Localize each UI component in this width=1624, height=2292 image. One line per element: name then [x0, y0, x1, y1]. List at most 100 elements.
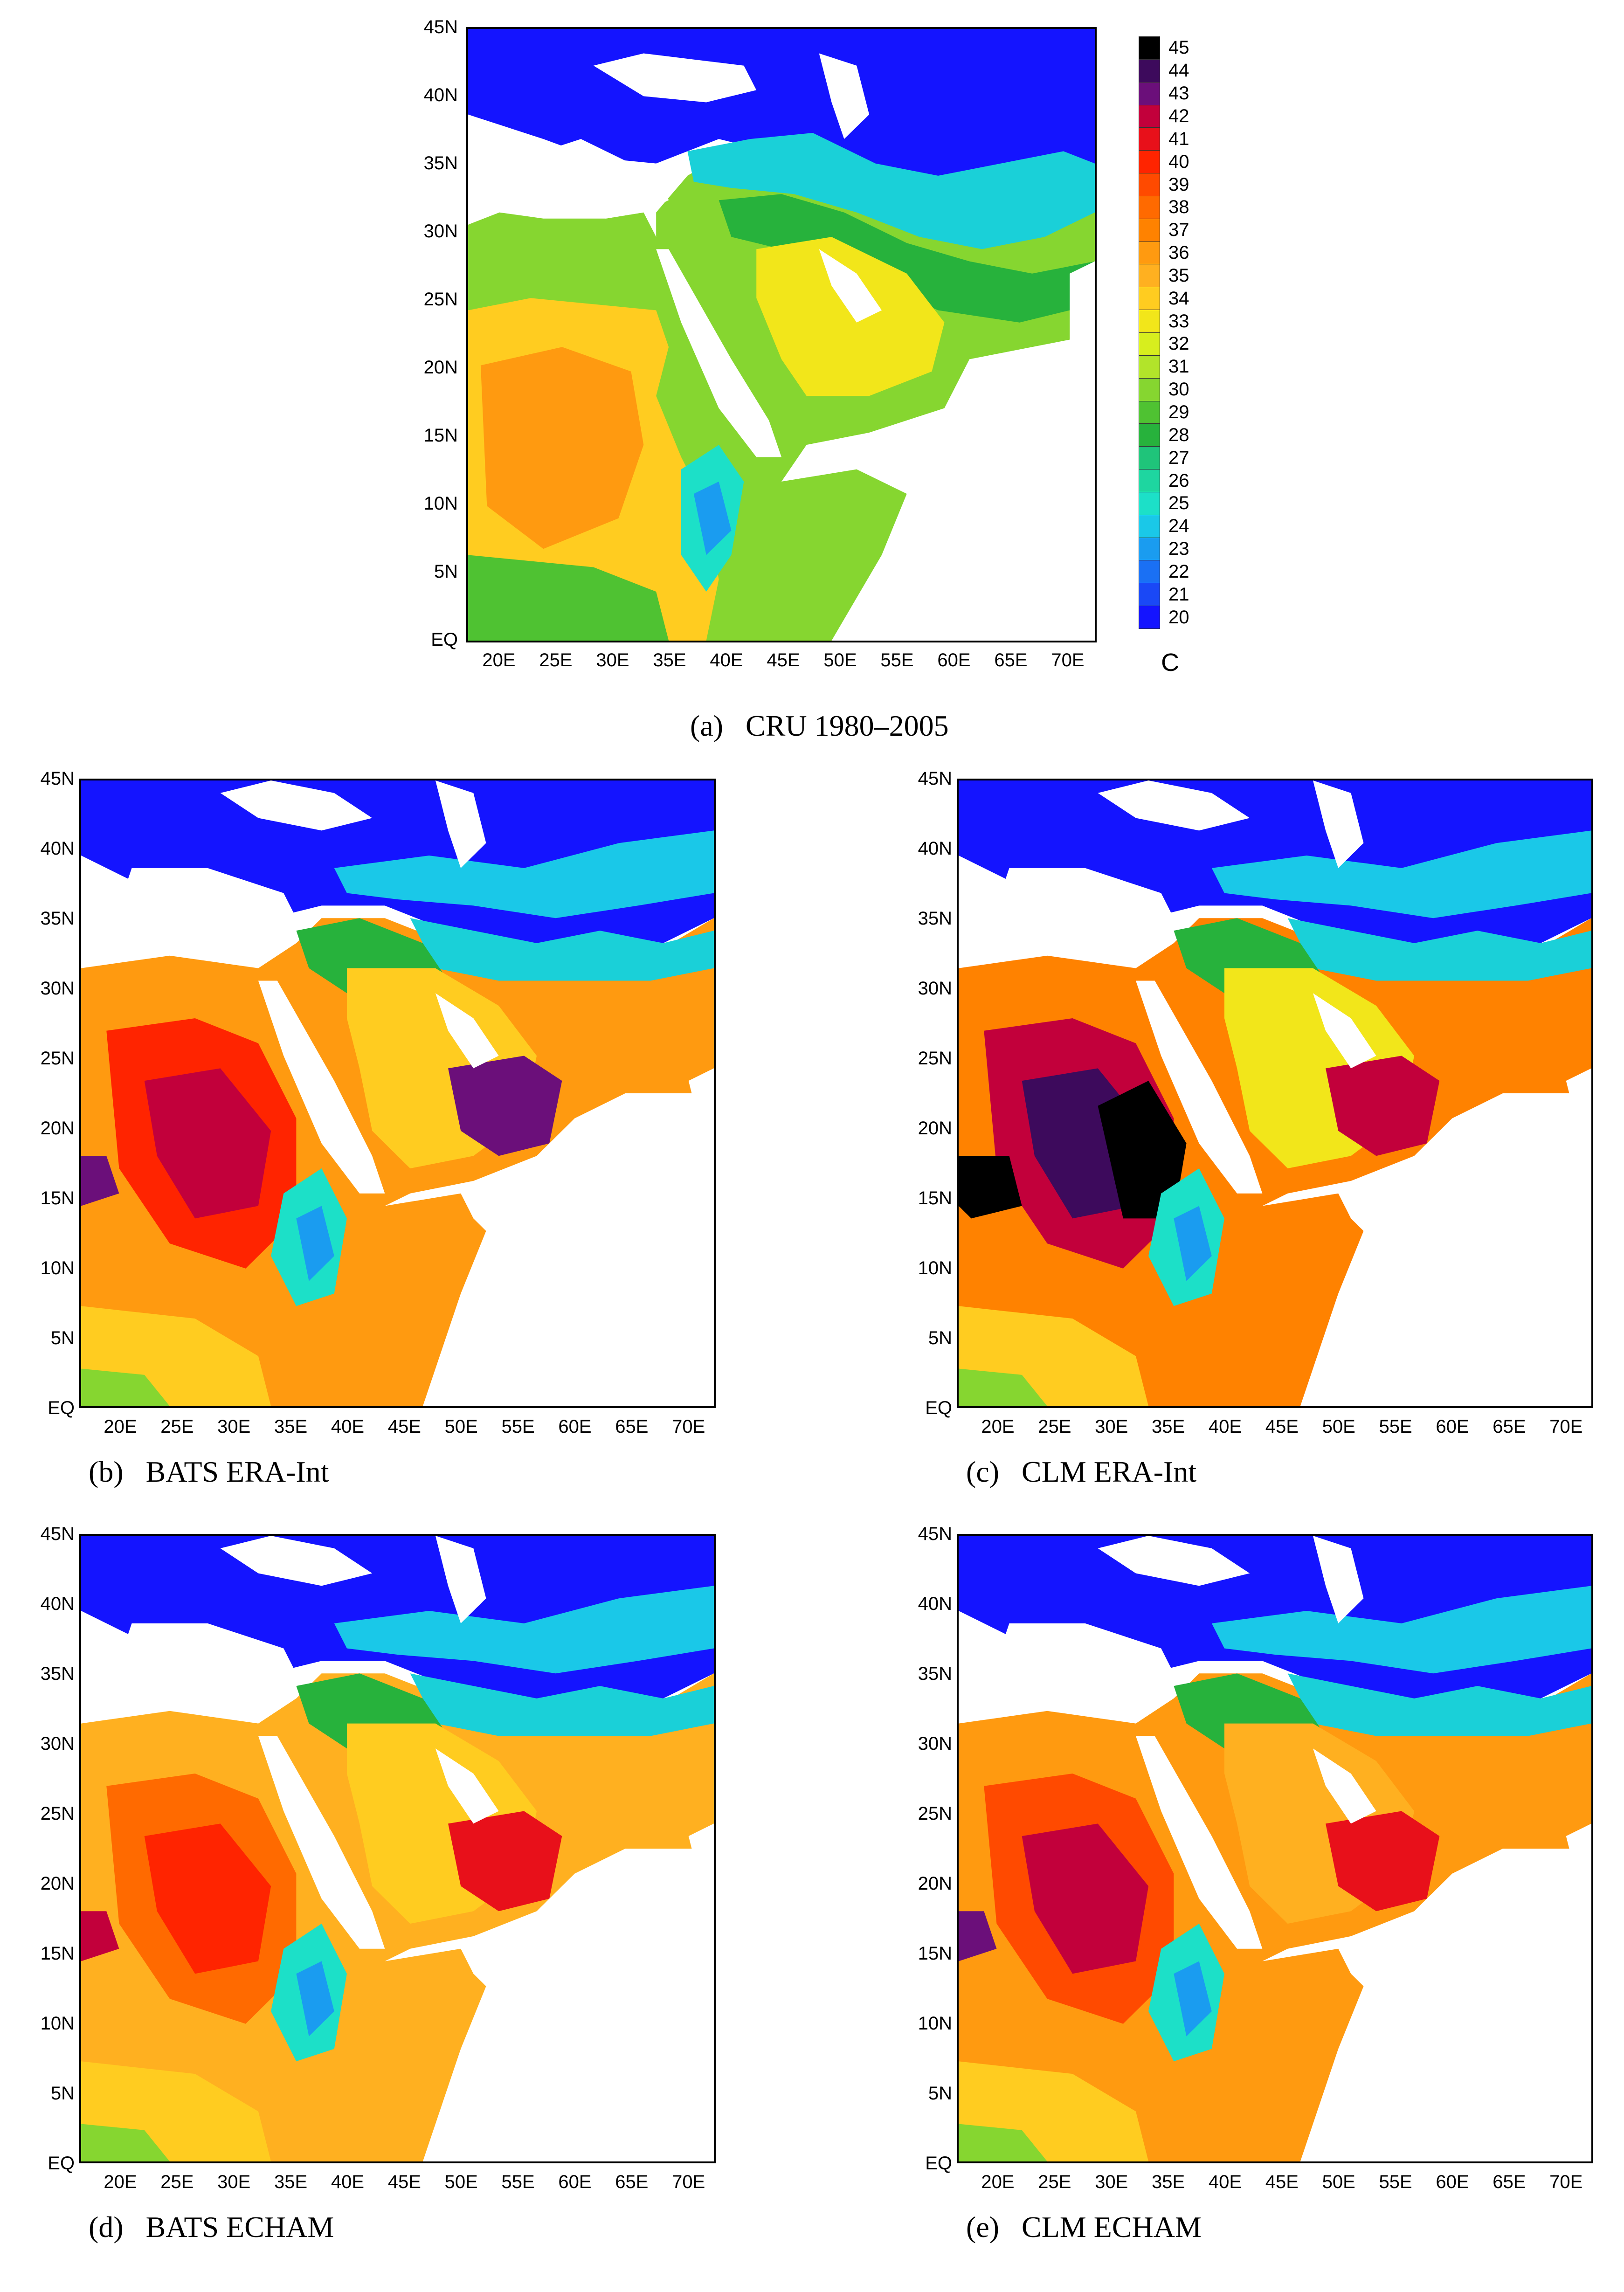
colorbar-swatch	[1139, 491, 1160, 515]
colorbar-label: 29	[1168, 401, 1189, 422]
lon-label: 60E	[558, 2172, 592, 2192]
lat-label: 5N	[50, 2083, 75, 2104]
colorbar-swatch	[1139, 36, 1160, 60]
lat-label: 45N	[40, 1524, 75, 1544]
lon-label: 30E	[217, 2172, 251, 2192]
colorbar-swatch	[1139, 378, 1160, 401]
lat-label: 20N	[40, 1873, 75, 1894]
colorbar-swatch	[1139, 218, 1160, 242]
lat-label: 45N	[918, 768, 952, 789]
lat-label: 10N	[40, 2013, 75, 2034]
lon-label: 45E	[1265, 2172, 1299, 2192]
colorbar-label: 39	[1168, 174, 1189, 195]
lat-label: 35N	[918, 908, 952, 929]
lat-label: 30N	[918, 1733, 952, 1754]
lon-label: 65E	[994, 650, 1028, 670]
lat-label: 20N	[423, 357, 458, 378]
colorbar-swatch	[1139, 82, 1160, 105]
lat-label: 25N	[423, 289, 458, 310]
colorbar-swatch	[1139, 127, 1160, 151]
lat-label: EQ	[431, 629, 458, 650]
colorbar-swatch	[1139, 423, 1160, 447]
colorbar-swatch	[1139, 150, 1160, 174]
lat-label: EQ	[48, 2153, 75, 2174]
lat-label: 15N	[40, 1943, 75, 1964]
lon-label: 50E	[444, 1416, 478, 1437]
map-frame	[79, 1534, 716, 2163]
lon-label: 30E	[596, 650, 629, 670]
lon-label: 55E	[880, 650, 914, 670]
map-frame	[957, 779, 1593, 1408]
lat-label: 5N	[434, 561, 458, 582]
lon-label: 30E	[217, 1416, 251, 1437]
lon-label: 55E	[1379, 2172, 1412, 2192]
colorbar-label: 33	[1168, 311, 1189, 331]
lat-label: 20N	[40, 1118, 75, 1139]
lon-label: 20E	[981, 1416, 1015, 1437]
colorbar-swatch	[1139, 195, 1160, 219]
lat-label: 30N	[40, 978, 75, 999]
colorbar-swatch	[1139, 241, 1160, 265]
lat-label: 45N	[423, 17, 458, 37]
lat-label: 35N	[423, 153, 458, 173]
lon-label: 65E	[615, 1416, 649, 1437]
colorbar-swatch	[1139, 583, 1160, 607]
temperature-map	[959, 1536, 1591, 2161]
lat-label: 5N	[50, 1328, 75, 1348]
map-frame	[79, 779, 716, 1408]
lat-label: 5N	[928, 2083, 952, 2104]
colorbar-swatch	[1139, 469, 1160, 492]
lon-label: 50E	[1322, 2172, 1355, 2192]
lat-label: 35N	[40, 1664, 75, 1684]
colorbar-label: 23	[1168, 538, 1189, 559]
colorbar-label: 27	[1168, 447, 1189, 468]
lat-label: EQ	[925, 1398, 952, 1418]
lat-label: 15N	[918, 1188, 952, 1208]
lat-label: 10N	[423, 493, 458, 514]
lat-label: 40N	[918, 838, 952, 859]
colorbar-label: 37	[1168, 220, 1189, 241]
colorbar-label: 41	[1168, 128, 1189, 149]
lat-label: 25N	[918, 1048, 952, 1069]
caption: (b) BATS ERA-Int	[89, 1455, 329, 1488]
lon-label: 70E	[1549, 1416, 1583, 1437]
lon-label: 60E	[937, 650, 971, 670]
lat-label: 20N	[918, 1873, 952, 1894]
lat-label: 35N	[40, 908, 75, 929]
colorbar-label: 42	[1168, 105, 1189, 126]
lon-label: 30E	[1095, 1416, 1128, 1437]
colorbar-label: 30	[1168, 379, 1189, 400]
colorbar-swatch	[1139, 446, 1160, 470]
colorbar-unit: C	[1161, 649, 1179, 677]
lon-label: 45E	[1265, 1416, 1299, 1437]
lat-label: EQ	[48, 1398, 75, 1418]
lat-label: 25N	[40, 1803, 75, 1824]
colorbar-label: 31	[1168, 356, 1189, 377]
colorbar-swatch	[1139, 332, 1160, 356]
colorbar-label: 45	[1168, 37, 1189, 58]
lat-label: 10N	[918, 1258, 952, 1278]
lat-label: 10N	[918, 2013, 952, 2034]
lon-label: 70E	[1051, 650, 1085, 670]
lat-label: 5N	[928, 1328, 952, 1348]
map-frame	[957, 1534, 1593, 2163]
lon-label: 25E	[539, 650, 573, 670]
colorbar-label: 22	[1168, 561, 1189, 582]
lon-label: 65E	[1493, 1416, 1526, 1437]
lon-label: 55E	[501, 2172, 535, 2192]
lon-label: 25E	[1038, 2172, 1071, 2192]
lon-label: 65E	[1493, 2172, 1526, 2192]
colorbar-label: 40	[1168, 151, 1189, 172]
lon-label: 35E	[1152, 2172, 1185, 2192]
colorbar-swatch	[1139, 537, 1160, 561]
colorbar-label: 35	[1168, 265, 1189, 286]
lon-label: 40E	[1208, 1416, 1242, 1437]
lat-label: 15N	[423, 425, 458, 446]
colorbar-swatch	[1139, 355, 1160, 379]
lon-label: 35E	[274, 2172, 308, 2192]
colorbar-label: 44	[1168, 60, 1189, 81]
lat-label: 25N	[918, 1803, 952, 1824]
lon-label: 40E	[331, 1416, 365, 1437]
temperature-map	[81, 1536, 714, 2161]
colorbar-label: 36	[1168, 242, 1189, 263]
